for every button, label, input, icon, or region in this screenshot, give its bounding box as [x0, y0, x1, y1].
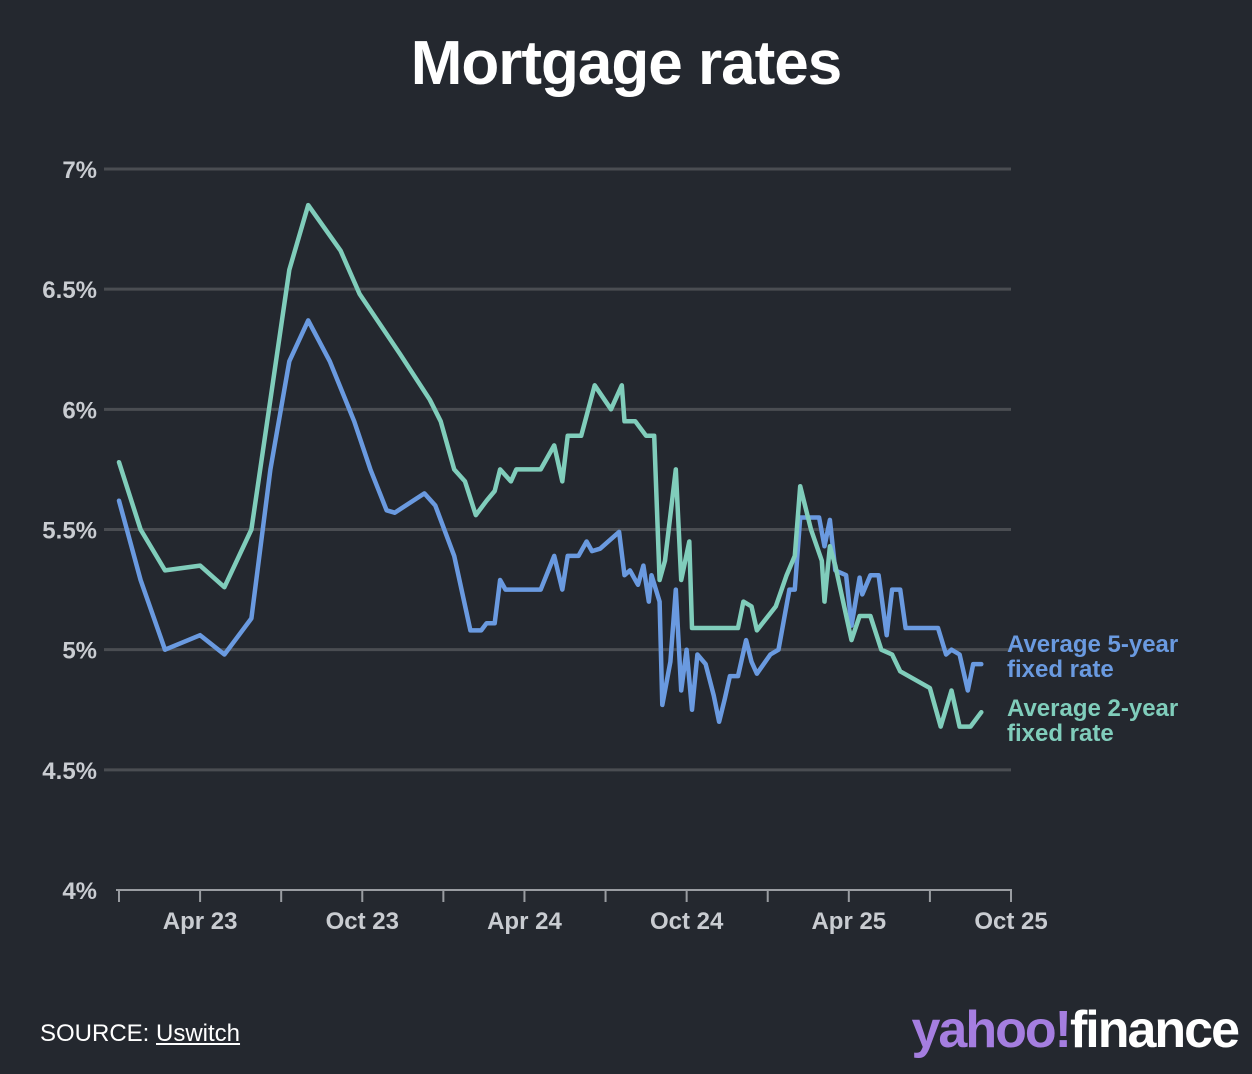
- x-tick-label: Oct 25: [974, 908, 1047, 935]
- legend-label: fixed rate: [1007, 656, 1114, 683]
- logo-yahoo: yahoo!: [911, 1001, 1071, 1059]
- y-tick-label: 4.5%: [42, 758, 97, 785]
- x-tick-label: Oct 23: [326, 908, 399, 935]
- x-tick-label: Apr 24: [487, 908, 562, 935]
- gridlines: 4% 4.5% 5% 5.5% 6% 6.5% 7%: [42, 157, 1011, 905]
- legend-label: Average 2-year: [1007, 695, 1178, 722]
- y-tick-label: 4%: [62, 878, 97, 905]
- legend-label: fixed rate: [1007, 720, 1114, 747]
- logo-finance: finance: [1069, 1001, 1240, 1059]
- y-tick-label: 6.5%: [42, 277, 97, 304]
- series-line-5-year: [116, 318, 984, 725]
- source-label: SOURCE:: [40, 1020, 157, 1047]
- source-link[interactable]: Uswitch: [156, 1020, 241, 1047]
- x-tick-label: Apr 23: [163, 908, 238, 935]
- series-line-2-year: [116, 202, 984, 729]
- source-note: SOURCE: Uswitch: [40, 1020, 240, 1048]
- y-tick-label: 5.5%: [42, 518, 97, 545]
- line-chart: 4% 4.5% 5% 5.5% 6% 6.5% 7% Apr 23 Oct 23 Apr 24 O…: [42, 157, 1178, 935]
- x-tick-label: Oct 24: [650, 908, 724, 935]
- chart-title: Mortgage rates: [410, 29, 842, 98]
- x-axis: Apr 23 Oct 23 Apr 24 Oct 24 Apr 25 Oct 25: [116, 889, 1048, 935]
- series-lines: [116, 202, 984, 729]
- y-tick-label: 6%: [62, 397, 97, 424]
- legend-label: Average 5-year: [1007, 631, 1178, 658]
- y-tick-label: 5%: [62, 638, 97, 665]
- x-tick-label: Apr 25: [811, 908, 886, 935]
- y-tick-label: 7%: [62, 157, 97, 184]
- yahoo-finance-logo: yahoo!finance: [911, 1000, 1240, 1060]
